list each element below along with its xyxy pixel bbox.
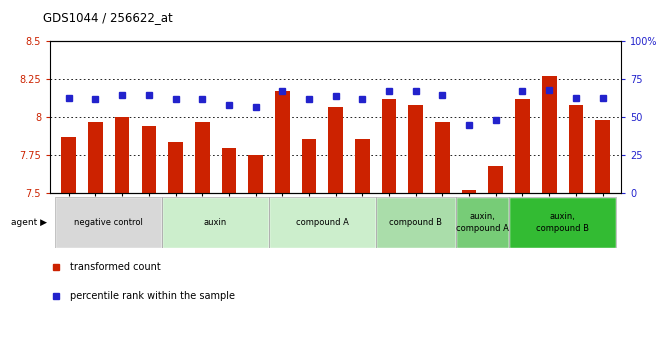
Text: negative control: negative control: [74, 218, 143, 227]
Bar: [162, 197, 269, 248]
Bar: [408, 105, 423, 193]
Text: auxin: auxin: [204, 218, 227, 227]
Bar: [269, 197, 375, 248]
Bar: [115, 117, 130, 193]
Text: percentile rank within the sample: percentile rank within the sample: [70, 291, 235, 301]
Bar: [355, 139, 369, 193]
Text: GDS1044 / 256622_at: GDS1044 / 256622_at: [43, 11, 173, 24]
Bar: [462, 190, 476, 193]
Text: compound A: compound A: [296, 218, 349, 227]
Bar: [456, 197, 509, 248]
Bar: [568, 105, 583, 193]
Bar: [222, 148, 236, 193]
Bar: [195, 122, 210, 193]
Text: auxin,
compound B: auxin, compound B: [536, 213, 589, 233]
Bar: [162, 197, 269, 248]
Text: agent ▶: agent ▶: [11, 218, 47, 227]
Bar: [488, 166, 503, 193]
Bar: [595, 120, 610, 193]
Bar: [61, 137, 76, 193]
Text: compound B: compound B: [389, 218, 442, 227]
Bar: [435, 122, 450, 193]
Bar: [168, 141, 183, 193]
Bar: [302, 139, 317, 193]
Bar: [542, 76, 556, 193]
Bar: [515, 99, 530, 193]
Text: auxin,
compound A: auxin, compound A: [456, 213, 509, 233]
Bar: [456, 197, 509, 248]
Bar: [509, 197, 616, 248]
Bar: [248, 155, 263, 193]
Bar: [375, 197, 456, 248]
Bar: [55, 197, 162, 248]
Bar: [269, 197, 375, 248]
Bar: [381, 99, 396, 193]
Bar: [329, 107, 343, 193]
Text: transformed count: transformed count: [70, 262, 161, 272]
Bar: [275, 91, 290, 193]
Bar: [88, 122, 103, 193]
Bar: [142, 126, 156, 193]
Bar: [509, 197, 616, 248]
Bar: [55, 197, 162, 248]
Bar: [375, 197, 456, 248]
